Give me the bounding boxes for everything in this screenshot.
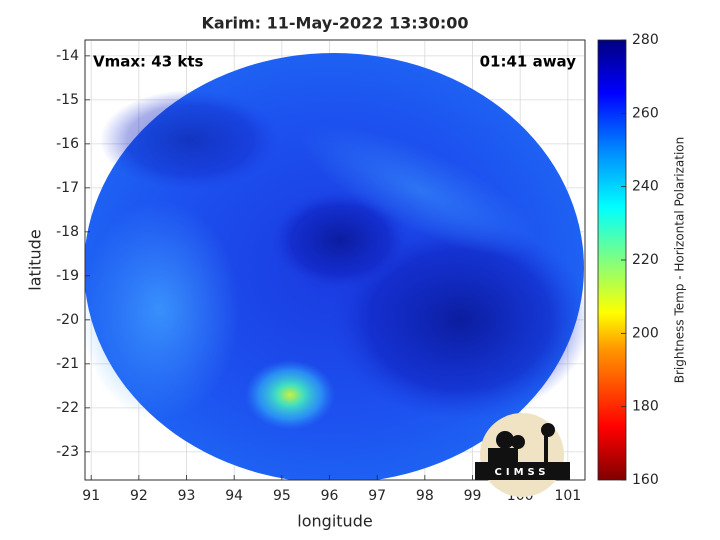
x-tick-label: 94 (225, 488, 243, 504)
satellite-image (85, 53, 585, 480)
colorbar-tick-label: 180 (632, 399, 659, 415)
plot-frame (84, 39, 586, 481)
colorbar-tick-label: 160 (632, 472, 659, 488)
y-tick-label: -22 (56, 400, 79, 416)
colorbar-tick-label: 260 (632, 105, 659, 121)
x-tick-label: 92 (130, 488, 148, 504)
x-tick-label: 96 (321, 488, 339, 504)
y-axis-label: latitude (26, 229, 45, 290)
x-tick-label: 97 (368, 488, 386, 504)
colorbar-tick-label: 200 (632, 325, 659, 341)
logo-text: CIMSS (495, 467, 550, 478)
y-tick-label: -19 (56, 268, 79, 284)
x-axis-label: longitude (297, 512, 372, 531)
y-tick-label: -23 (56, 444, 79, 460)
colorbar-tick-label: 280 (632, 32, 659, 48)
annotation: Vmax: 43 kts (93, 53, 203, 71)
x-tick-label: 95 (273, 488, 291, 504)
x-tick-label: 99 (464, 488, 482, 504)
y-tick-label: -14 (56, 48, 79, 64)
x-tick-label: 98 (416, 488, 434, 504)
colorbar-label: Brightness Temp - Horizontal Polarizatio… (673, 137, 687, 384)
x-tick-label: 91 (82, 488, 100, 504)
colorbar-tick-label: 220 (632, 252, 659, 268)
y-tick-label: -20 (56, 312, 79, 328)
x-tick-label: 101 (554, 488, 581, 504)
y-tick-label: -21 (56, 356, 79, 372)
y-tick-label: -15 (56, 92, 79, 108)
annotation: 01:41 away (480, 53, 577, 71)
chart-title: Karim: 11-May-2022 13:30:00 (201, 14, 468, 33)
y-tick-label: -16 (56, 136, 79, 152)
y-tick-label: -17 (56, 180, 79, 196)
colorbar-tick-label: 240 (632, 179, 659, 195)
y-tick-label: -18 (56, 224, 79, 240)
logo: CIMSS (475, 413, 570, 497)
x-tick-label: 93 (178, 488, 196, 504)
